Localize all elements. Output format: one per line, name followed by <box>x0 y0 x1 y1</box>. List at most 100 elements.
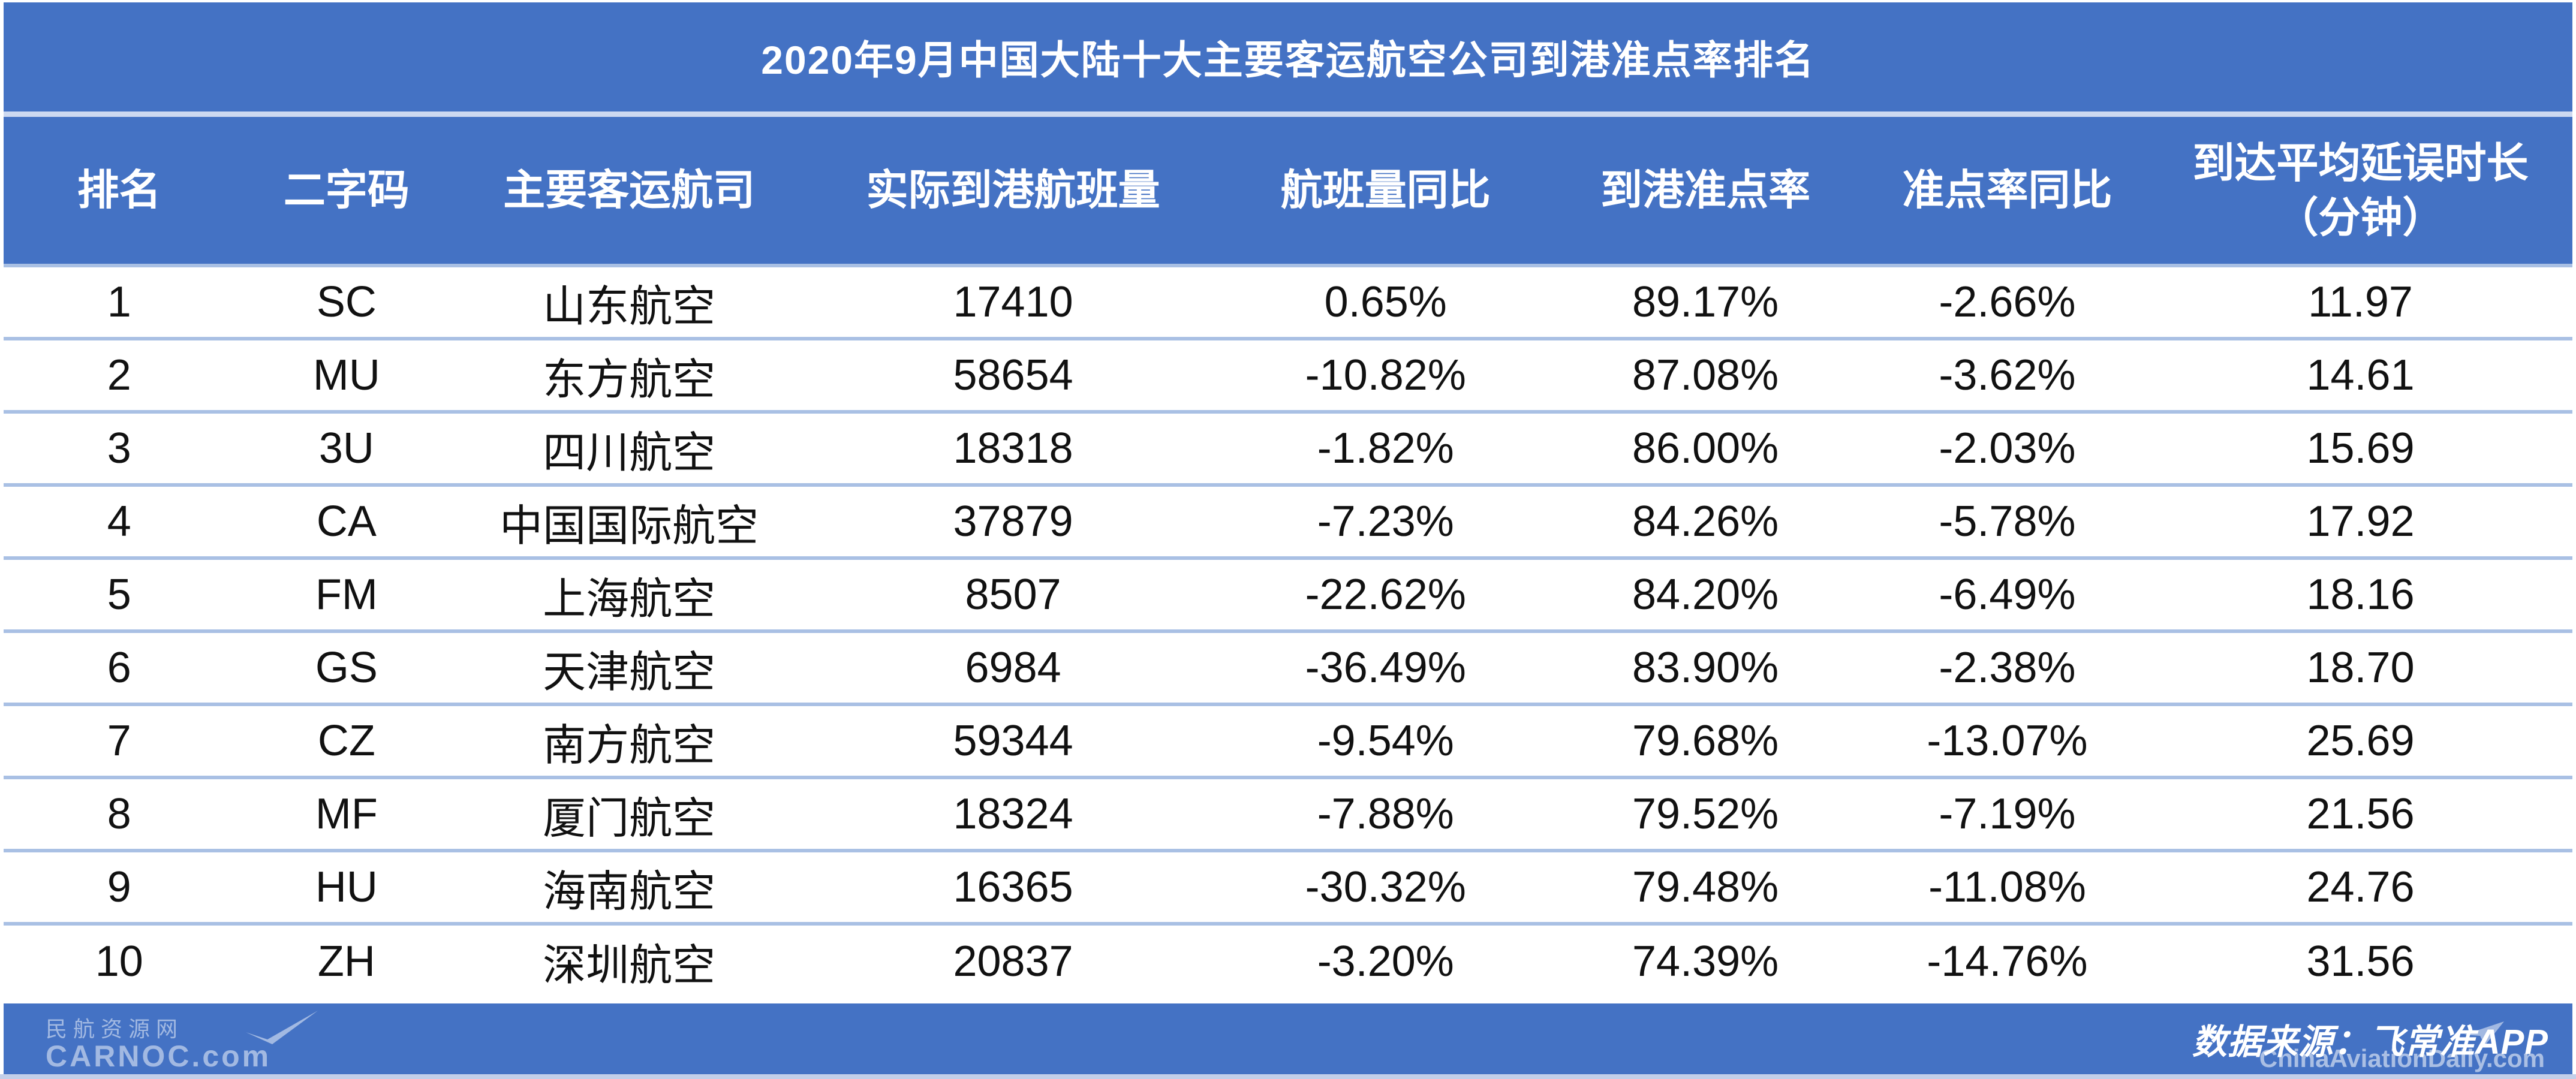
cell-otp-yoy: -14.76% <box>1865 922 2149 997</box>
cell-flights-yoy: -1.82% <box>1226 410 1545 485</box>
cell-flights: 37879 <box>800 483 1227 558</box>
cell-otp: 79.52% <box>1545 776 1866 851</box>
cell-otp-yoy: -13.07% <box>1865 703 2149 777</box>
cell-avg-delay: 24.76 <box>2148 849 2572 924</box>
cell-airline: 中国国际航空 <box>458 483 801 558</box>
cell-avg-delay: 14.61 <box>2148 337 2572 412</box>
cell-flights: 6984 <box>800 629 1227 704</box>
cell-flights-yoy: -30.32% <box>1226 849 1545 924</box>
cell-code: GS <box>234 629 459 704</box>
cell-code: HU <box>234 849 459 924</box>
cell-avg-delay: 21.56 <box>2148 776 2572 851</box>
carnoc-watermark-domain: CARNOC.com <box>46 1039 272 1073</box>
cell-airline: 山东航空 <box>458 264 801 339</box>
paper-plane-icon <box>2464 1021 2504 1045</box>
table-row: 8 MF 厦门航空 18324 -7.88% 79.52% -7.19% 21.… <box>4 776 2572 851</box>
cell-otp-yoy: -2.66% <box>1865 264 2149 339</box>
col-header-iata-code: 二字码 <box>234 117 459 266</box>
cell-avg-delay: 31.56 <box>2148 922 2572 997</box>
chinaaviationdaily-watermark: ChinaAviationDaily.com <box>2259 1021 2545 1073</box>
cell-flights-yoy: -9.54% <box>1226 703 1545 777</box>
cell-avg-delay: 18.70 <box>2148 629 2572 704</box>
cell-avg-delay: 25.69 <box>2148 703 2572 777</box>
cell-flights-yoy: -10.82% <box>1226 337 1545 412</box>
cell-otp-yoy: -3.62% <box>1865 337 2149 412</box>
table-row: 7 CZ 南方航空 59344 -9.54% 79.68% -13.07% 25… <box>4 703 2572 777</box>
col-header-arrival-flights: 实际到港航班量 <box>800 117 1227 266</box>
cell-rank: 8 <box>4 776 235 851</box>
title-separator <box>4 111 2572 117</box>
cell-flights: 16365 <box>800 849 1227 924</box>
cell-flights-yoy: 0.65% <box>1226 264 1545 339</box>
footer-bar: 民航资源网 CARNOC.com 数据来源：飞常准APP ChinaAviati… <box>4 1003 2572 1074</box>
page-title: 2020年9月中国大陆十大主要客运航空公司到港准点率排名 <box>761 38 1815 82</box>
cell-otp-yoy: -7.19% <box>1865 776 2149 851</box>
cell-airline: 海南航空 <box>458 849 801 924</box>
cell-otp-yoy: -6.49% <box>1865 556 2149 631</box>
infographic-sheet: 2020年9月中国大陆十大主要客运航空公司到港准点率排名 排名 二字码 主要客运… <box>4 2 2572 997</box>
table-row: 3 3U 四川航空 18318 -1.82% 86.00% -2.03% 15.… <box>4 410 2572 485</box>
cell-airline: 深圳航空 <box>458 922 801 997</box>
cell-rank: 1 <box>4 264 235 339</box>
cell-rank: 6 <box>4 629 235 704</box>
cell-code: ZH <box>234 922 459 997</box>
cell-airline: 天津航空 <box>458 629 801 704</box>
col-header-avg-delay: 到达平均延误时长 （分钟） <box>2148 117 2572 266</box>
cell-flights: 59344 <box>800 703 1227 777</box>
col-header-flights-yoy: 航班量同比 <box>1226 117 1545 266</box>
cell-otp: 79.48% <box>1545 849 1866 924</box>
col-header-otp-yoy: 准点率同比 <box>1865 117 2149 266</box>
cell-otp: 84.20% <box>1545 556 1866 631</box>
carnoc-watermark-cn: 民航资源网 <box>46 1016 184 1041</box>
cell-rank: 10 <box>4 922 235 997</box>
title-bar: 2020年9月中国大陆十大主要客运航空公司到港准点率排名 <box>4 2 2572 111</box>
cell-otp: 86.00% <box>1545 410 1866 485</box>
cell-otp: 83.90% <box>1545 629 1866 704</box>
col-header-rank: 排名 <box>4 117 235 266</box>
cell-flights: 8507 <box>800 556 1227 631</box>
cell-flights: 58654 <box>800 337 1227 412</box>
cell-code: CZ <box>234 703 459 777</box>
cell-avg-delay: 15.69 <box>2148 410 2572 485</box>
cell-otp: 74.39% <box>1545 922 1866 997</box>
bottom-border-strip <box>0 1074 2576 1079</box>
table-row: 9 HU 海南航空 16365 -30.32% 79.48% -11.08% 2… <box>4 849 2572 924</box>
col-header-avg-delay-line2: （分钟） <box>2276 194 2445 241</box>
cell-flights: 18324 <box>800 776 1227 851</box>
cell-otp: 87.08% <box>1545 337 1866 412</box>
cell-code: 3U <box>234 410 459 485</box>
cell-avg-delay: 11.97 <box>2148 264 2572 339</box>
cell-rank: 2 <box>4 337 235 412</box>
cell-airline: 东方航空 <box>458 337 801 412</box>
cell-code: SC <box>234 264 459 339</box>
cell-flights-yoy: -7.88% <box>1226 776 1545 851</box>
cell-airline: 上海航空 <box>458 556 801 631</box>
cell-flights-yoy: -3.20% <box>1226 922 1545 997</box>
cell-airline: 厦门航空 <box>458 776 801 851</box>
table-row: 5 FM 上海航空 8507 -22.62% 84.20% -6.49% 18.… <box>4 556 2572 631</box>
table-row: 10 ZH 深圳航空 20837 -3.20% 74.39% -14.76% 3… <box>4 922 2572 997</box>
otp-ranking-table: 排名 二字码 主要客运航司 实际到港航班量 航班量同比 到港准点率 准点率同比 … <box>4 117 2572 997</box>
carnoc-swoosh-icon <box>246 1010 318 1044</box>
cell-airline: 四川航空 <box>458 410 801 485</box>
cell-avg-delay: 17.92 <box>2148 483 2572 558</box>
chinaaviationdaily-text: ChinaAviationDaily.com <box>2259 1044 2545 1072</box>
cell-rank: 4 <box>4 483 235 558</box>
cell-otp-yoy: -2.38% <box>1865 629 2149 704</box>
cell-code: MU <box>234 337 459 412</box>
cell-airline: 南方航空 <box>458 703 801 777</box>
cell-rank: 3 <box>4 410 235 485</box>
cell-flights-yoy: -36.49% <box>1226 629 1545 704</box>
cell-otp-yoy: -2.03% <box>1865 410 2149 485</box>
col-header-avg-delay-line1: 到达平均延误时长 <box>2192 139 2529 186</box>
cell-code: FM <box>234 556 459 631</box>
carnoc-watermark: 民航资源网 CARNOC.com <box>46 1010 318 1073</box>
cell-otp: 89.17% <box>1545 264 1866 339</box>
cell-otp-yoy: -5.78% <box>1865 483 2149 558</box>
table-row: 6 GS 天津航空 6984 -36.49% 83.90% -2.38% 18.… <box>4 629 2572 704</box>
col-header-otp-rate: 到港准点率 <box>1545 117 1866 266</box>
cell-code: MF <box>234 776 459 851</box>
cell-flights: 18318 <box>800 410 1227 485</box>
cell-otp-yoy: -11.08% <box>1865 849 2149 924</box>
table-row: 1 SC 山东航空 17410 0.65% 89.17% -2.66% 11.9… <box>4 264 2572 339</box>
